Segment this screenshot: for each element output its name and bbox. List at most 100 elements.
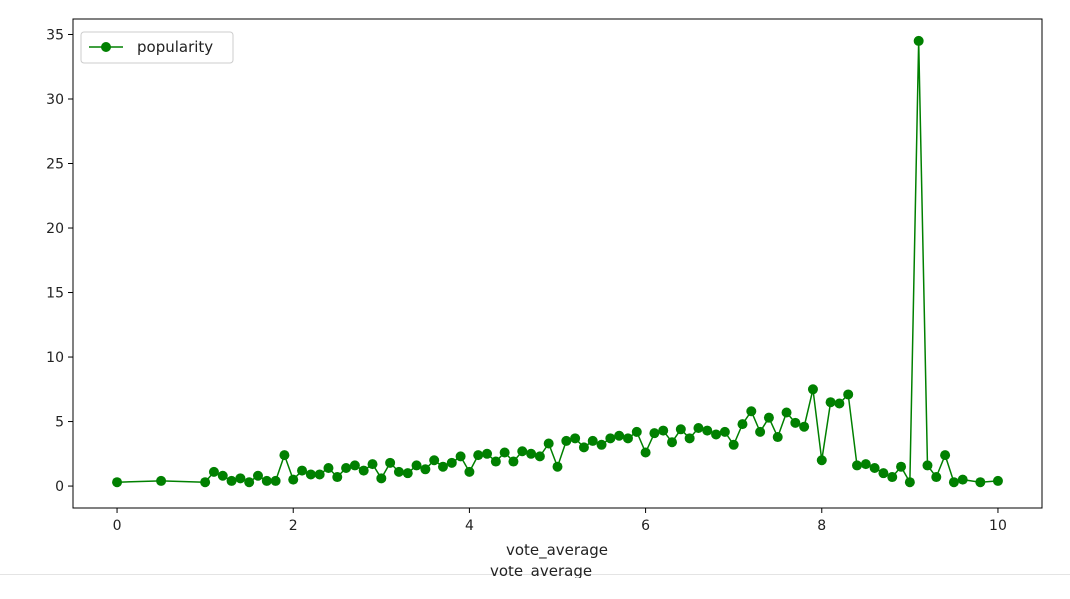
data-point: [393, 466, 404, 477]
data-point: [464, 466, 475, 477]
data-point: [437, 461, 448, 472]
x-tick-label: 6: [641, 518, 650, 534]
data-point: [675, 424, 686, 435]
data-point: [711, 429, 722, 440]
data-point: [570, 433, 581, 444]
data-point: [235, 473, 246, 484]
data-point: [781, 407, 792, 418]
data-point: [526, 448, 537, 459]
x-tick-label: 8: [817, 518, 826, 534]
data-point: [719, 426, 730, 437]
data-point: [852, 460, 863, 471]
data-point: [208, 466, 219, 477]
data-point: [578, 442, 589, 453]
legend-box: [80, 31, 234, 64]
data-point: [975, 477, 986, 488]
data-point: [869, 463, 880, 473]
data-point: [992, 475, 1003, 486]
data-point: [843, 389, 854, 400]
data-point: [367, 459, 378, 470]
data-point: [279, 450, 290, 461]
plot-frame: [72, 18, 1043, 509]
data-point: [156, 475, 167, 486]
y-tick-label: 5: [55, 415, 64, 431]
data-point: [490, 456, 501, 467]
x-tick-label: 2: [289, 518, 298, 534]
data-point: [931, 472, 942, 483]
data-point: [376, 473, 387, 484]
data-point: [244, 477, 255, 488]
data-point: [332, 472, 343, 483]
y-tick-label: 0: [55, 479, 64, 495]
data-point: [922, 460, 933, 471]
y-tick-label: 30: [46, 92, 64, 108]
legend-label-popularity: popularity: [137, 38, 213, 56]
y-tick-label: 10: [46, 350, 64, 366]
cell-divider: [0, 574, 1070, 575]
data-point: [508, 456, 519, 467]
data-point: [358, 465, 369, 476]
data-point: [763, 412, 774, 423]
x-axis-label: vote_average: [506, 541, 608, 560]
data-point: [385, 457, 396, 468]
data-point: [816, 455, 827, 466]
data-point: [878, 468, 889, 479]
series-popularity: [112, 35, 1003, 488]
data-point: [728, 439, 739, 450]
data-point: [217, 470, 228, 481]
data-point: [455, 451, 466, 462]
data-point: [957, 474, 968, 485]
data-point: [596, 439, 607, 450]
data-point: [420, 464, 431, 475]
ticks: 0 2 4 6 8 10 0 5 10 15 20 25 30 35: [46, 27, 1007, 534]
y-tick-label: 15: [46, 286, 64, 302]
data-point: [631, 426, 642, 437]
legend-marker: [101, 42, 111, 52]
data-point: [534, 451, 545, 462]
data-point: [288, 474, 299, 485]
data-point: [473, 450, 484, 461]
data-point: [297, 465, 308, 476]
data-point: [746, 406, 757, 417]
data-point: [429, 455, 440, 466]
data-point: [112, 477, 123, 488]
y-tick-label: 25: [46, 157, 64, 173]
data-point: [887, 472, 898, 483]
data-point: [323, 463, 334, 473]
data-point: [825, 397, 836, 408]
data-point: [799, 421, 810, 432]
data-point: [684, 433, 695, 444]
data-point: [200, 477, 211, 488]
data-point: [658, 425, 669, 436]
data-point: [305, 469, 316, 480]
y-tick-label: 35: [46, 27, 64, 43]
cut-off-axis-label: vote_average: [490, 566, 593, 578]
data-point: [411, 460, 422, 471]
data-point: [737, 419, 748, 430]
data-point: [622, 433, 633, 444]
data-point: [913, 35, 924, 46]
data-point: [270, 475, 281, 486]
data-point: [640, 447, 651, 458]
data-point: [807, 384, 818, 395]
data-point: [605, 433, 616, 444]
data-point: [649, 428, 660, 439]
y-tick-label: 20: [46, 221, 64, 237]
data-point: [402, 468, 413, 479]
data-point: [252, 470, 263, 481]
data-point: [940, 450, 951, 461]
data-point: [755, 426, 766, 437]
data-point: [314, 469, 325, 480]
data-point: [552, 461, 563, 472]
data-point: [341, 463, 352, 473]
x-tick-label: 0: [113, 518, 122, 534]
data-point: [543, 438, 554, 449]
data-point: [226, 475, 237, 486]
data-point: [349, 460, 360, 471]
x-tick-label: 4: [465, 518, 474, 534]
data-point: [790, 417, 801, 428]
data-point: [702, 425, 713, 436]
data-point: [667, 437, 678, 448]
data-point: [587, 435, 598, 446]
